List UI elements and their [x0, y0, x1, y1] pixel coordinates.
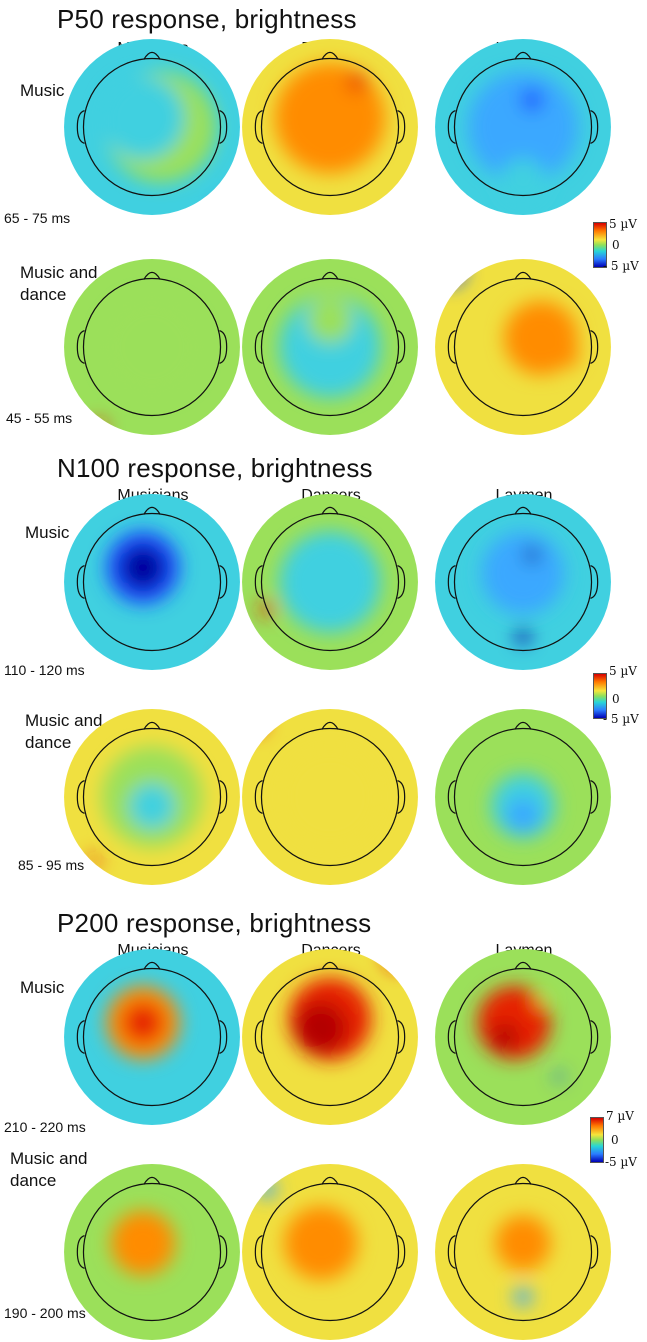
row-label-line: Music and	[25, 711, 103, 730]
scalp-map-musicians	[64, 1164, 240, 1340]
time-window-label: 110 - 120 ms	[4, 662, 85, 678]
scalp-map-laymen	[435, 494, 611, 670]
colorbar-max-label: 5 µV	[609, 664, 637, 678]
panel-3-title: P200 response, brightness	[57, 908, 372, 938]
colorbar-zero-label: 0	[612, 238, 620, 252]
scalp-map-musicians	[64, 949, 240, 1125]
row-label-music-and-dance: Music and dance	[25, 710, 102, 754]
panel-1-title: P50 response, brightness	[57, 4, 357, 34]
row-label-line: Music and	[20, 263, 98, 282]
colorbar	[590, 1117, 604, 1163]
colorbar-min-label: - 5 µV	[603, 259, 639, 273]
scalp-map-dancers	[242, 709, 418, 885]
row-label-line: Music	[20, 81, 65, 100]
colorbar-zero-label: 0	[612, 692, 620, 706]
row-label-line: Music	[20, 978, 65, 997]
row-label-line: dance	[20, 285, 67, 304]
colorbar-max-label: 7 µV	[606, 1109, 634, 1123]
colorbar	[593, 222, 607, 268]
row-label-line: Music	[25, 523, 70, 542]
time-window-label: 45 - 55 ms	[6, 410, 73, 426]
colorbar-zero-label: 0	[611, 1133, 619, 1147]
panel-2-title: N100 response, brightness	[57, 453, 373, 483]
row-label-line: Music and	[10, 1149, 88, 1168]
scalp-map-dancers	[242, 1164, 418, 1340]
scalp-map-laymen	[435, 39, 611, 215]
scalp-map-laymen	[435, 259, 611, 435]
colorbar-min-label: - 5 µV	[603, 712, 639, 726]
colorbar-max-label: 5 µV	[609, 217, 637, 231]
scalp-map-laymen	[435, 709, 611, 885]
row-label-line: dance	[10, 1171, 57, 1190]
scalp-map-dancers	[242, 39, 418, 215]
time-window-label: 190 - 200 ms	[4, 1305, 86, 1321]
scalp-map-musicians	[64, 39, 240, 215]
scalp-map-laymen	[435, 949, 611, 1125]
time-window-label: 65 - 75 ms	[4, 210, 71, 226]
row-label-music-and-dance: Music and dance	[10, 1148, 87, 1192]
colorbar	[593, 673, 607, 719]
scalp-map-musicians	[64, 259, 240, 435]
scalp-map-dancers	[242, 494, 418, 670]
scalp-map-dancers	[242, 949, 418, 1125]
row-label-line: dance	[25, 733, 72, 752]
row-label-music: Music	[25, 522, 69, 544]
scalp-map-musicians	[64, 709, 240, 885]
colorbar-min-label: -5 µV	[605, 1155, 637, 1169]
row-label-music-and-dance: Music and dance	[20, 262, 97, 306]
time-window-label: 210 - 220 ms	[4, 1119, 86, 1135]
scalp-map-laymen	[435, 1164, 611, 1340]
time-window-label: 85 - 95 ms	[18, 857, 85, 873]
row-label-music: Music	[20, 80, 64, 102]
row-label-music: Music	[20, 977, 64, 999]
scalp-map-musicians	[64, 494, 240, 670]
scalp-map-dancers	[242, 259, 418, 435]
